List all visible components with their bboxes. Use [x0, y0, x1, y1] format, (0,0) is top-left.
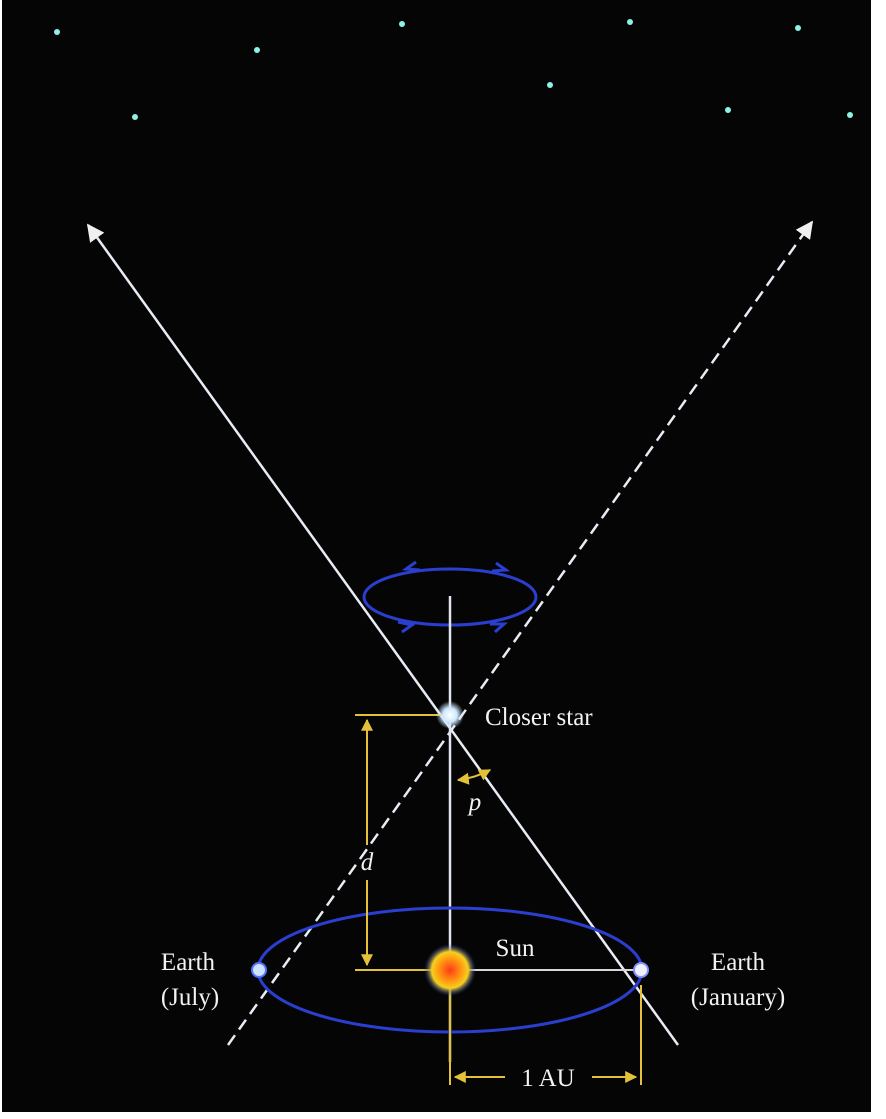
closer-star-label: Closer star	[485, 704, 593, 731]
stars	[54, 19, 853, 120]
earth-january	[633, 962, 649, 978]
arrow	[397, 620, 416, 634]
sun	[424, 944, 476, 996]
earth-july-label: Earth	[161, 949, 216, 976]
background	[2, 0, 871, 1112]
parallax-label: p	[467, 789, 482, 816]
earth-july-label: (July)	[161, 984, 219, 1011]
earth-january-label: (January)	[691, 984, 785, 1011]
arrow	[491, 561, 511, 573]
sun-label: Sun	[496, 935, 535, 962]
au-label: 1 AU	[521, 1065, 574, 1092]
earth-july	[251, 962, 267, 978]
earth-january-label: Earth	[711, 949, 766, 976]
parallax-angle	[456, 769, 492, 785]
au-dimension	[449, 985, 642, 1085]
arrow	[401, 560, 421, 572]
closer-star	[436, 701, 464, 729]
arrow	[490, 622, 508, 634]
sight-line-january	[86, 223, 680, 1046]
distance-label: d	[361, 849, 374, 876]
sight-line-july	[226, 220, 814, 1046]
